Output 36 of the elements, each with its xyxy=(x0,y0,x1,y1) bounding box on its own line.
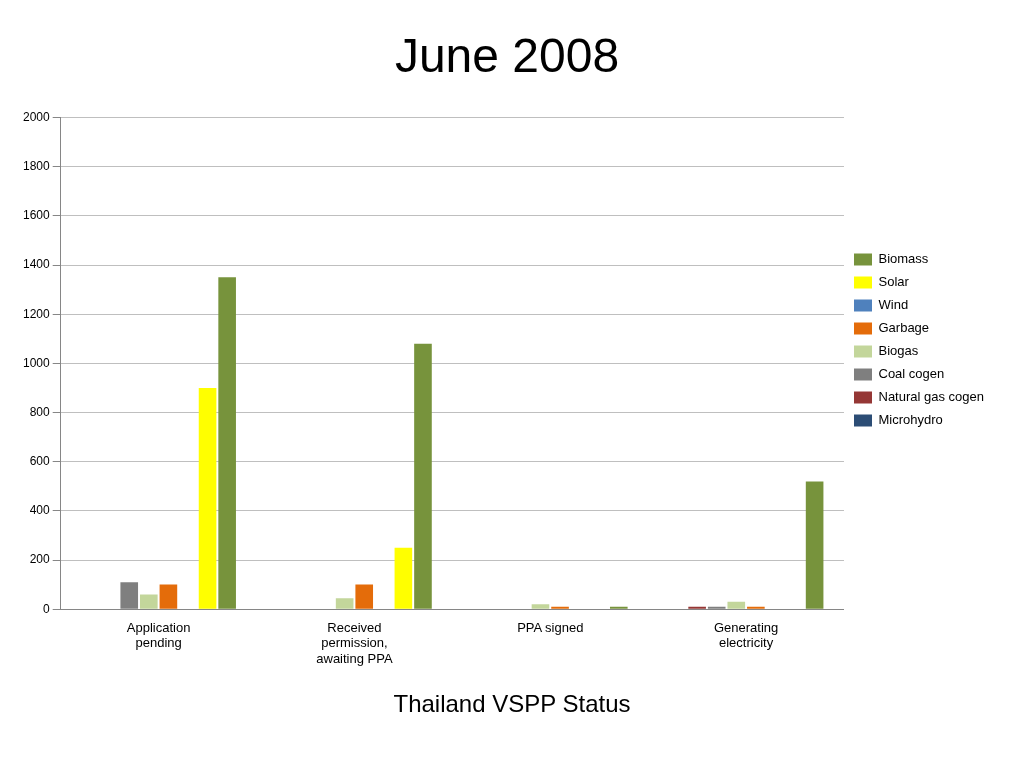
text: Thailand VSPP Status xyxy=(393,690,631,718)
y-tick-label: 200 xyxy=(29,552,51,567)
y-tick-label: 1800 xyxy=(22,159,51,174)
y-tick-label: 1000 xyxy=(22,355,51,370)
bar xyxy=(394,547,413,609)
y-tick-label: 1400 xyxy=(22,257,51,272)
x-tick-label: Application pending xyxy=(126,619,191,651)
legend-label: Wind xyxy=(878,297,909,313)
y-tick-label: 1600 xyxy=(22,208,51,223)
legend-label: Biomass xyxy=(878,251,929,267)
bar xyxy=(159,584,178,609)
legend-label: Biogas xyxy=(878,343,919,359)
y-tick-label: 600 xyxy=(29,454,51,469)
bar xyxy=(531,604,550,609)
y-tick-label: 2000 xyxy=(22,109,51,124)
legend-label: Garbage xyxy=(878,320,930,336)
bar xyxy=(335,598,354,609)
bar xyxy=(414,343,432,609)
bar xyxy=(140,594,158,609)
y-tick-label: 400 xyxy=(29,503,51,518)
x-tick-label: PPA signed xyxy=(517,619,584,635)
x-tick-label: Generating electricity xyxy=(713,619,779,651)
y-tick-label: 800 xyxy=(29,404,51,419)
chart-title: June 2008 xyxy=(394,29,620,83)
legend-label: Coal cogen xyxy=(878,366,945,382)
bar xyxy=(218,277,236,609)
legend-label: Natural gas cogen xyxy=(878,389,984,405)
bar xyxy=(727,601,746,609)
legend-label: Microhydro xyxy=(878,412,943,428)
y-tick-label: 0 xyxy=(43,601,51,616)
bar xyxy=(355,584,374,609)
legend-label: Solar xyxy=(878,274,910,290)
bar xyxy=(805,481,824,609)
x-tick-label: Received permission, awaiting PPA xyxy=(316,619,393,666)
bar xyxy=(198,387,217,609)
y-tick-label: 1200 xyxy=(22,306,51,321)
